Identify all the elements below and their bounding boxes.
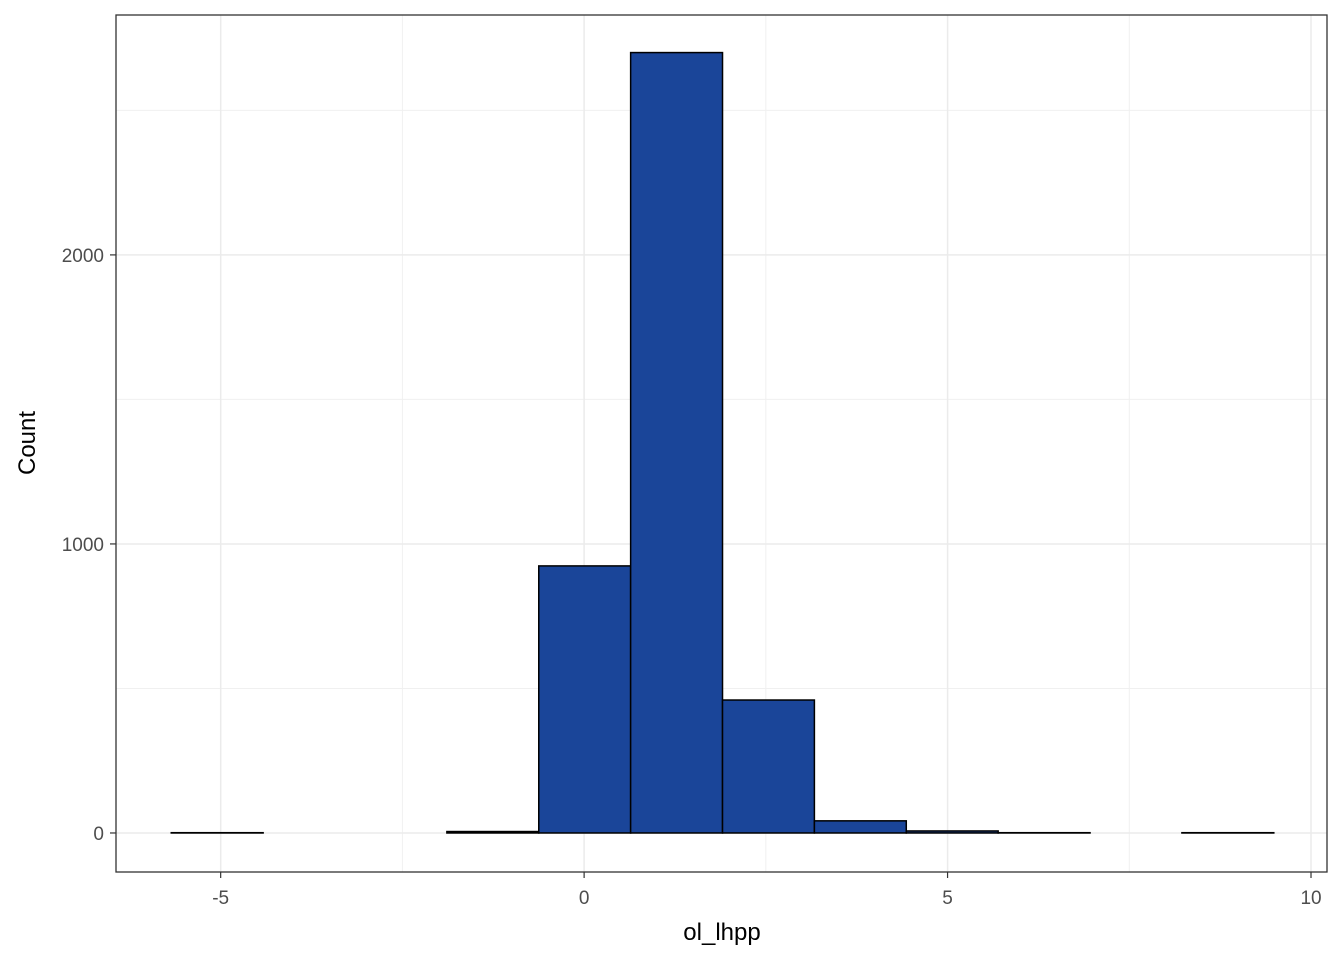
bar (723, 700, 815, 833)
bar (631, 53, 723, 833)
y-tick-label: 2000 (62, 246, 104, 267)
y-tick-label: 1000 (62, 535, 104, 556)
x-tick-label: 5 (942, 888, 953, 909)
bar (447, 832, 539, 833)
x-tick-label: 0 (579, 888, 590, 909)
y-tick-label: 0 (93, 824, 104, 845)
bar (539, 566, 631, 833)
x-tick-label: -5 (212, 888, 229, 909)
bar (814, 821, 906, 833)
y-axis-title: Count (14, 411, 41, 475)
x-axis-title: ol_lhpp (683, 919, 760, 946)
bar (906, 831, 998, 833)
x-tick-label: 10 (1300, 888, 1321, 909)
